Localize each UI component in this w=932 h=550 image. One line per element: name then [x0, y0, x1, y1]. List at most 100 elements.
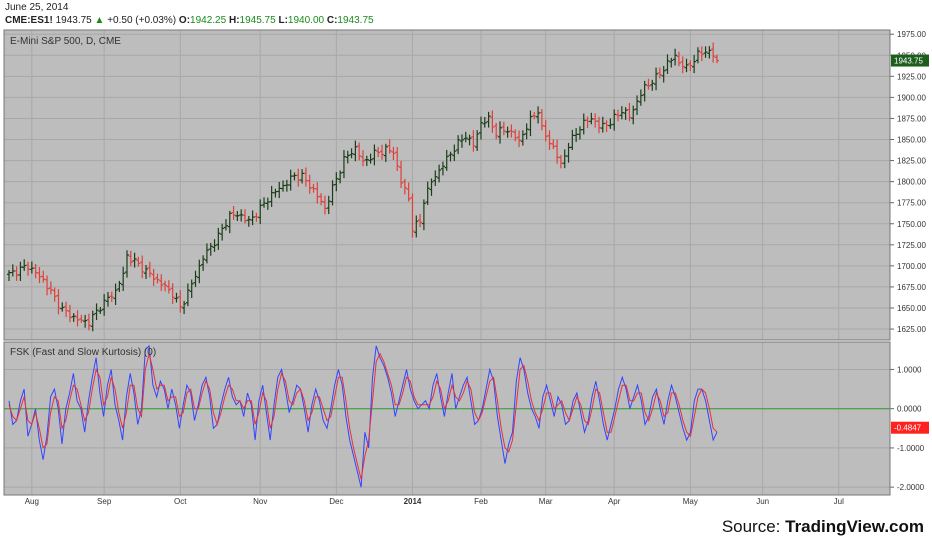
- ohlc-bar: [410, 193, 415, 238]
- ohlc-bar: [421, 199, 426, 231]
- ohlc-bar: [349, 148, 354, 159]
- ohlc-bar: [277, 181, 282, 199]
- ohlc-bar: [303, 167, 308, 187]
- ohlc-bar: [364, 155, 369, 167]
- ohlc-bar: [623, 107, 628, 120]
- symbol-ohlc-line: CME:ES1! 1943.75 ▲ +0.50 (+0.03%) O:1942…: [5, 15, 374, 26]
- price-pane-bg: [4, 30, 890, 340]
- ohlc-bar: [75, 310, 80, 327]
- x-tick-label: May: [683, 497, 698, 506]
- price-tick-label: 1800.00: [897, 178, 926, 187]
- price-tick-label: 1675.00: [897, 283, 926, 292]
- ohlc-bar: [334, 172, 339, 192]
- ohlc-bar: [121, 266, 126, 291]
- ohlc-bar: [155, 273, 160, 284]
- ohlc-bar: [117, 280, 122, 292]
- ohlc-bar: [33, 264, 38, 279]
- ohlc-bar: [338, 170, 343, 184]
- ohlc-bar: [132, 252, 137, 268]
- ohlc-bar: [650, 79, 655, 91]
- ohlc-bar: [341, 150, 346, 179]
- fast-kurtosis-line: [8, 344, 718, 488]
- ohlc-bar: [425, 181, 430, 205]
- price-tick-label: 1825.00: [897, 157, 926, 166]
- price-tick-label: 1700.00: [897, 262, 926, 271]
- ohlc-bar: [239, 209, 244, 222]
- x-tick-label: Dec: [329, 497, 343, 506]
- low-label: L:: [278, 15, 288, 26]
- ohlc-bar: [52, 287, 57, 302]
- ohlc-bar: [174, 292, 179, 303]
- last-price-badge: [891, 54, 929, 67]
- ohlc-bar: [10, 264, 15, 277]
- ohlc-bar: [281, 180, 286, 192]
- indicator-tick-label: -1.0000: [897, 444, 925, 453]
- ohlc-bar: [635, 95, 640, 115]
- symbol-name[interactable]: CME:ES1!: [5, 15, 53, 26]
- ohlc-bar: [26, 261, 31, 276]
- ohlc-bar: [437, 164, 442, 183]
- ohlc-bar: [48, 281, 53, 295]
- x-tick-label: Nov: [253, 497, 267, 506]
- ohlc-bar: [113, 283, 118, 306]
- ohlc-bar: [208, 242, 213, 256]
- open-label: O:: [178, 15, 191, 26]
- chart-area[interactable]: Aug Sep Oct Nov Dec 2014 Feb Mar Apr May Jun Jul 197…: [0, 0, 932, 512]
- price-tick-label: 1875.00: [897, 114, 926, 123]
- ohlc-bar: [83, 314, 88, 328]
- ohlc-bar: [448, 151, 453, 162]
- ohlc-bar: [86, 313, 91, 331]
- ohlc-bar: [223, 219, 228, 231]
- indicator-tick-label: 1.0000: [897, 365, 922, 374]
- ohlc-bar: [18, 261, 23, 281]
- ohlc-bar: [151, 268, 156, 286]
- indicator-tick-label: 0.0000: [897, 405, 922, 414]
- ohlc-bar: [262, 197, 267, 208]
- ohlc-bar: [383, 143, 388, 162]
- ohlc-bar: [231, 206, 236, 220]
- ohlc-bar: [669, 57, 674, 68]
- ohlc-bar: [680, 56, 685, 74]
- ohlc-bar: [547, 130, 552, 150]
- ohlc-bar: [444, 149, 449, 171]
- ohlc-bar: [513, 129, 518, 142]
- open-value: 1942.25: [190, 15, 227, 26]
- ohlc-bar: [429, 178, 434, 196]
- ohlc-bar: [676, 51, 681, 67]
- ohlc-bar: [433, 170, 438, 186]
- ohlc-bar: [661, 65, 666, 83]
- ohlc-bar: [242, 209, 247, 224]
- ohlc-bar: [612, 109, 617, 131]
- ohlc-bar: [395, 147, 400, 171]
- ohlc-bar: [638, 89, 643, 106]
- ohlc-bar: [688, 60, 693, 72]
- ohlc-bar: [220, 223, 225, 241]
- ohlc-bar: [178, 290, 183, 313]
- ohlc-bar: [471, 130, 476, 152]
- high-value: 1945.75: [239, 15, 276, 26]
- ohlc-bar: [147, 261, 152, 278]
- price-tick-label: 1975.00: [897, 30, 926, 39]
- indicator-lines: [4, 344, 890, 488]
- ohlc-bar: [246, 216, 251, 227]
- ohlc-bar: [414, 215, 419, 238]
- last-price: 1943.75: [55, 15, 92, 26]
- ohlc-bar: [520, 130, 525, 146]
- low-value: 1940.00: [287, 15, 325, 26]
- price-pane-title: E-Mini S&P 500, D, CME: [10, 36, 121, 47]
- ohlc-bar: [322, 195, 327, 215]
- ohlc-bar: [360, 150, 365, 167]
- source-name[interactable]: TradingView.com: [785, 517, 924, 536]
- ohlc-bar: [258, 199, 263, 225]
- ohlc-bar: [204, 243, 209, 264]
- price-pane-border: [3, 29, 891, 341]
- ohlc-bar: [269, 185, 274, 207]
- ohlc-bar: [29, 261, 34, 274]
- close-label: C:: [326, 15, 338, 26]
- ohlc-bar: [657, 67, 662, 79]
- axes: Aug Sep Oct Nov Dec 2014 Feb Mar Apr May Jun Jul 197…: [3, 29, 929, 506]
- ohlc-bar: [478, 116, 483, 140]
- price-tick-label: 1925.00: [897, 72, 926, 81]
- price-change: +0.50 (+0.03%): [107, 15, 177, 26]
- ohlc-bar: [296, 168, 301, 187]
